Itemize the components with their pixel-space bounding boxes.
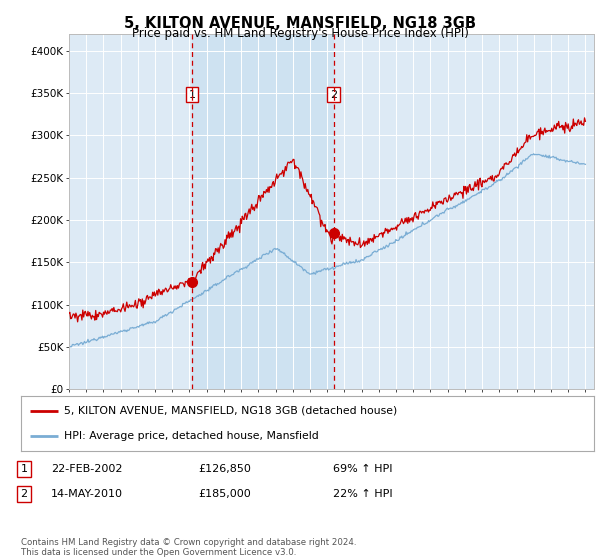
Text: 2: 2 (20, 489, 28, 499)
Bar (192, 34, 334, 389)
Text: Price paid vs. HM Land Registry's House Price Index (HPI): Price paid vs. HM Land Registry's House … (131, 27, 469, 40)
Text: 1: 1 (20, 464, 28, 474)
Text: 1: 1 (188, 90, 196, 100)
Text: 22-FEB-2002: 22-FEB-2002 (51, 464, 122, 474)
Text: 2: 2 (330, 90, 337, 100)
Text: 5, KILTON AVENUE, MANSFIELD, NG18 3GB: 5, KILTON AVENUE, MANSFIELD, NG18 3GB (124, 16, 476, 31)
Text: £126,850: £126,850 (198, 464, 251, 474)
Text: 14-MAY-2010: 14-MAY-2010 (51, 489, 123, 499)
Text: 69% ↑ HPI: 69% ↑ HPI (333, 464, 392, 474)
Text: 22% ↑ HPI: 22% ↑ HPI (333, 489, 392, 499)
Text: Contains HM Land Registry data © Crown copyright and database right 2024.
This d: Contains HM Land Registry data © Crown c… (21, 538, 356, 557)
Text: HPI: Average price, detached house, Mansfield: HPI: Average price, detached house, Mans… (64, 431, 319, 441)
Text: £185,000: £185,000 (198, 489, 251, 499)
Text: 5, KILTON AVENUE, MANSFIELD, NG18 3GB (detached house): 5, KILTON AVENUE, MANSFIELD, NG18 3GB (d… (64, 406, 397, 416)
